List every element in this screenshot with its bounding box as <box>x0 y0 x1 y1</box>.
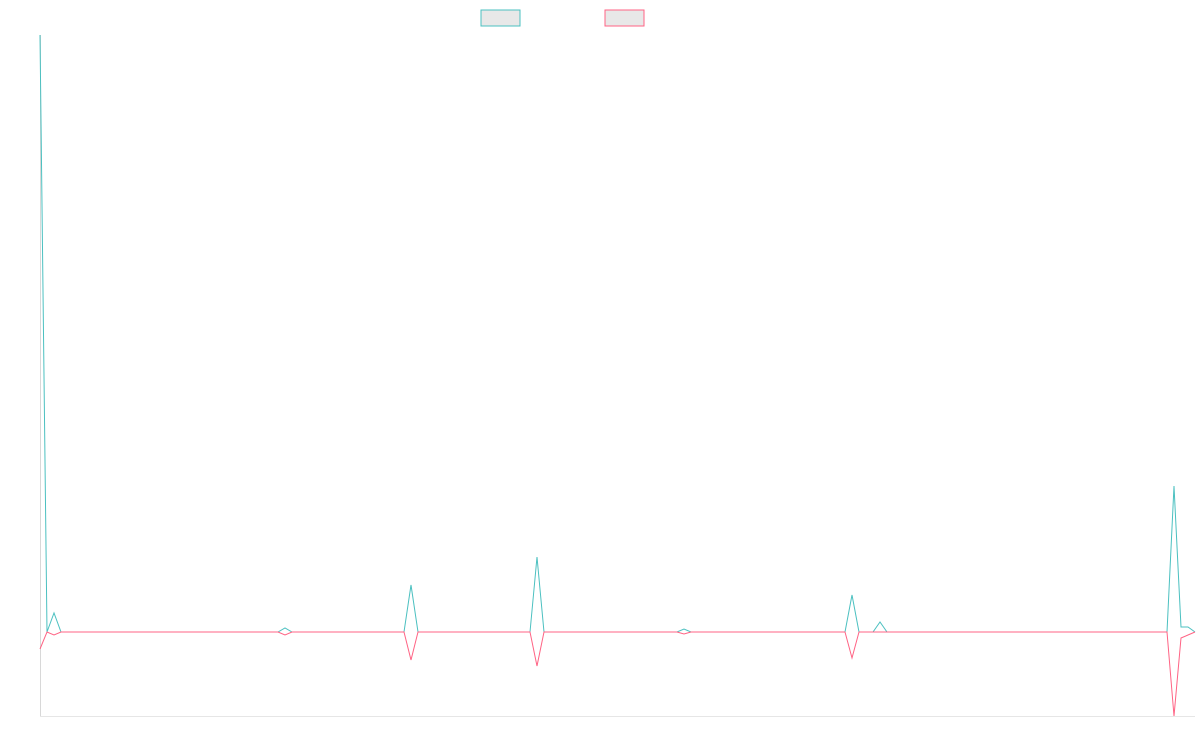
legend <box>480 9 645 27</box>
series-line <box>39 631 1196 717</box>
legend-swatch <box>480 9 521 27</box>
series-line <box>39 34 1196 633</box>
legend-swatch <box>604 9 645 27</box>
